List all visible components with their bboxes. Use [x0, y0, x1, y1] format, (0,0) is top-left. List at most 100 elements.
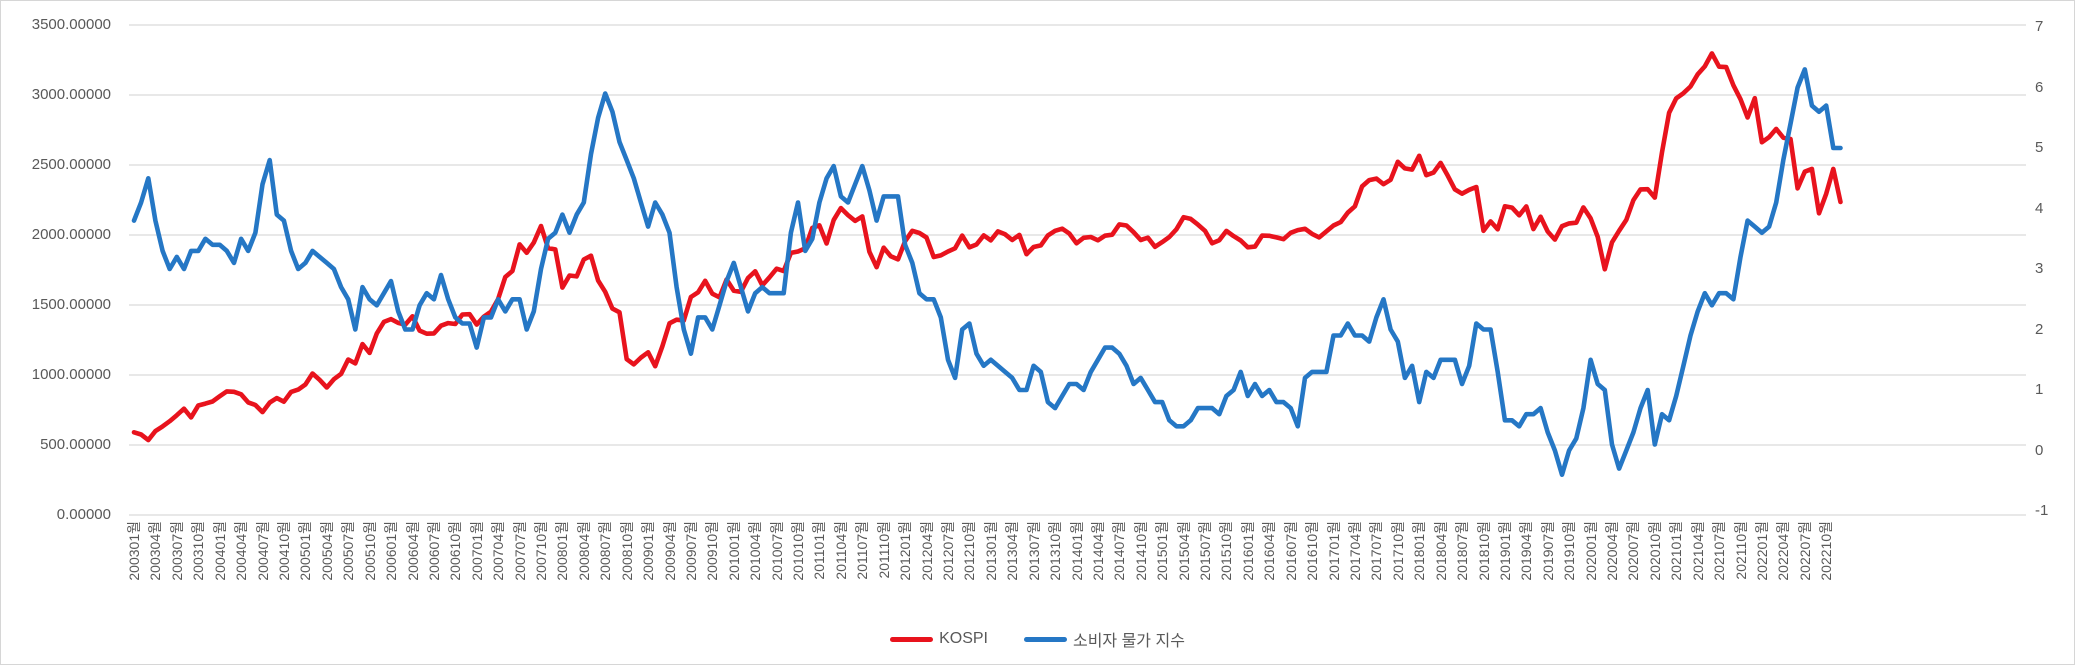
x-axis-tick-label: 201110월 [875, 521, 892, 579]
x-axis-tick-label: 201301월 [982, 521, 999, 581]
x-axis-tick-label: 201601월 [1239, 521, 1256, 581]
x-axis-tick-label: 201510월 [1218, 521, 1235, 581]
x-axis-tick-label: 201501월 [1154, 521, 1171, 581]
x-axis-tick-label: 201410월 [1132, 521, 1149, 581]
x-axis-tick-label: 201210월 [961, 521, 978, 581]
left-axis-tick-label: 2000.00000 [31, 226, 111, 243]
x-axis-tick-label: 200901월 [640, 521, 657, 581]
x-axis-tick-label: 201004월 [747, 521, 764, 581]
right-axis-tick-label: 5 [2035, 139, 2044, 156]
left-axis-tick-label: 1500.00000 [31, 296, 111, 313]
legend: KOSPI 소비자 물가 지수 [1, 624, 2074, 654]
x-axis-tick-label: 201104월 [832, 521, 849, 580]
right-axis-tick-label: 6 [2035, 78, 2044, 96]
x-axis-tick-label: 200801월 [554, 521, 571, 581]
x-axis-tick-label: 202001월 [1582, 521, 1599, 581]
legend-item-cpi[interactable]: 소비자 물가 지수 [1023, 627, 1185, 651]
x-axis-tick-label: 200307월 [168, 521, 185, 581]
x-axis-tick-label: 200601월 [383, 521, 399, 581]
x-axis-tick-label: 200907월 [682, 521, 699, 581]
x-axis-tick-label: 201610월 [1304, 521, 1321, 581]
x-axis-tick-label: 201907월 [1539, 521, 1556, 581]
x-axis-tick-label: 201207월 [940, 521, 956, 581]
x-axis-tick-label: 200401월 [211, 521, 228, 581]
cpi-legend-line-swatch [1023, 636, 1067, 642]
x-axis-tick-label: 201607월 [1282, 521, 1299, 581]
x-axis-tick-label: 202004월 [1604, 521, 1620, 581]
x-axis-tick-label: 200807월 [597, 521, 614, 581]
x-axis-tick-label: 201107월 [854, 521, 871, 580]
x-axis-tick-label: 202107월 [1711, 521, 1728, 581]
x-axis-tick-label: 200510월 [361, 521, 378, 581]
x-axis-tick-label: 200504월 [318, 521, 335, 581]
x-axis-tick-label: 201201월 [897, 521, 914, 581]
x-axis-tick-label: 201407월 [1111, 521, 1128, 581]
x-axis-tick-label: 200810월 [618, 521, 635, 581]
x-axis-tick-label: 200610월 [447, 521, 464, 581]
x-axis-tick-label: 200710월 [533, 521, 549, 581]
kospi-legend-line-swatch [890, 636, 934, 642]
left-axis-tick-label: 0.00000 [56, 506, 111, 523]
x-axis-tick-label: 200707월 [511, 521, 528, 581]
x-axis-tick-label: 200310월 [190, 521, 207, 581]
x-axis-tick-label: 201401월 [1068, 521, 1085, 581]
x-axis-tick-label: 200410월 [275, 521, 292, 581]
x-axis-tick-label: 202201월 [1753, 521, 1770, 581]
left-axis-tick-label: 500.00000 [40, 436, 111, 453]
left-axis-tick-label: 3500.00000 [31, 16, 111, 33]
x-axis-tick-label: 202110월 [1732, 521, 1749, 580]
cpi-legend-label: 소비자 물가 지수 [1072, 633, 1185, 650]
right-axis-tick-label: 2 [2035, 320, 2044, 338]
x-axis-tick-label: 201904월 [1518, 521, 1535, 581]
x-axis-tick-label: 202104월 [1689, 521, 1706, 581]
x-axis-tick-label: 200304월 [147, 521, 164, 581]
x-axis-tick-label: 201304월 [1004, 521, 1021, 581]
x-axis-tick-label: 201807월 [1454, 521, 1470, 581]
x-axis-tick-label: 201310월 [1047, 521, 1064, 581]
right-axis-tick-label: 4 [2035, 199, 2044, 217]
x-axis-tick-label: 202010월 [1646, 521, 1663, 581]
x-axis-tick-label: 201507월 [1197, 521, 1213, 581]
right-axis-tick-label: 0 [2035, 441, 2044, 459]
kospi-line-series [131, 51, 1843, 443]
right-axis-tick-label: 3 [2035, 260, 2044, 277]
x-axis-tick-label: 201701월 [1325, 521, 1342, 581]
x-axis-tick-label: 200910월 [704, 521, 721, 581]
x-axis-tick-label: 200701월 [468, 521, 485, 581]
x-axis-tick-label: 201910월 [1561, 521, 1578, 581]
x-axis-tick-label: 200404월 [233, 521, 250, 581]
x-axis-tick-label: 202204월 [1775, 521, 1792, 581]
x-axis-tick-label: 202207월 [1796, 521, 1813, 581]
x-axis-tick-label: 201704월 [1346, 521, 1363, 581]
right-axis-tick-label: -1 [2035, 502, 2049, 519]
x-axis-tick-label: 201901월 [1496, 521, 1513, 581]
x-axis-tick-label: 201801월 [1411, 521, 1428, 581]
x-axis-tick-label: 200607월 [425, 521, 442, 581]
cpi-line-series [131, 67, 1843, 478]
x-axis-tick-label: 202210월 [1818, 521, 1835, 581]
x-axis-tick-label: 201007월 [768, 521, 785, 581]
kospi-legend-label: KOSPI [939, 630, 988, 647]
x-axis-tick-label: 201404월 [1089, 521, 1106, 581]
x-axis-tick-label: 202007월 [1625, 521, 1642, 581]
x-axis-tick-label: 200301월 [126, 521, 142, 581]
x-axis-tick-label: 201307월 [1025, 521, 1042, 581]
x-axis-tick-label: 200904월 [661, 521, 678, 581]
x-axis-tick-label: 201010월 [790, 521, 806, 581]
x-axis-tick-label: 201804월 [1432, 521, 1449, 581]
x-axis-tick-label: 201604월 [1261, 521, 1278, 581]
x-axis-tick-label: 201710월 [1389, 521, 1406, 581]
x-axis-tick-label: 200507월 [340, 521, 357, 581]
right-axis-tick-label: 1 [2035, 381, 2044, 398]
x-axis-tick-label: 201001월 [725, 521, 742, 581]
right-axis-tick-label: 7 [2035, 18, 2044, 35]
x-axis-tick-label: 200704월 [490, 521, 507, 581]
x-axis-tick-label: 202101월 [1668, 521, 1685, 581]
x-axis-tick-label: 201810월 [1475, 521, 1492, 581]
x-axis-tick-label: 200604월 [404, 521, 421, 581]
x-axis-tick-label: 201101월 [811, 521, 828, 580]
legend-item-kospi[interactable]: KOSPI [890, 630, 988, 648]
x-axis-tick-label: 201204월 [918, 521, 935, 581]
